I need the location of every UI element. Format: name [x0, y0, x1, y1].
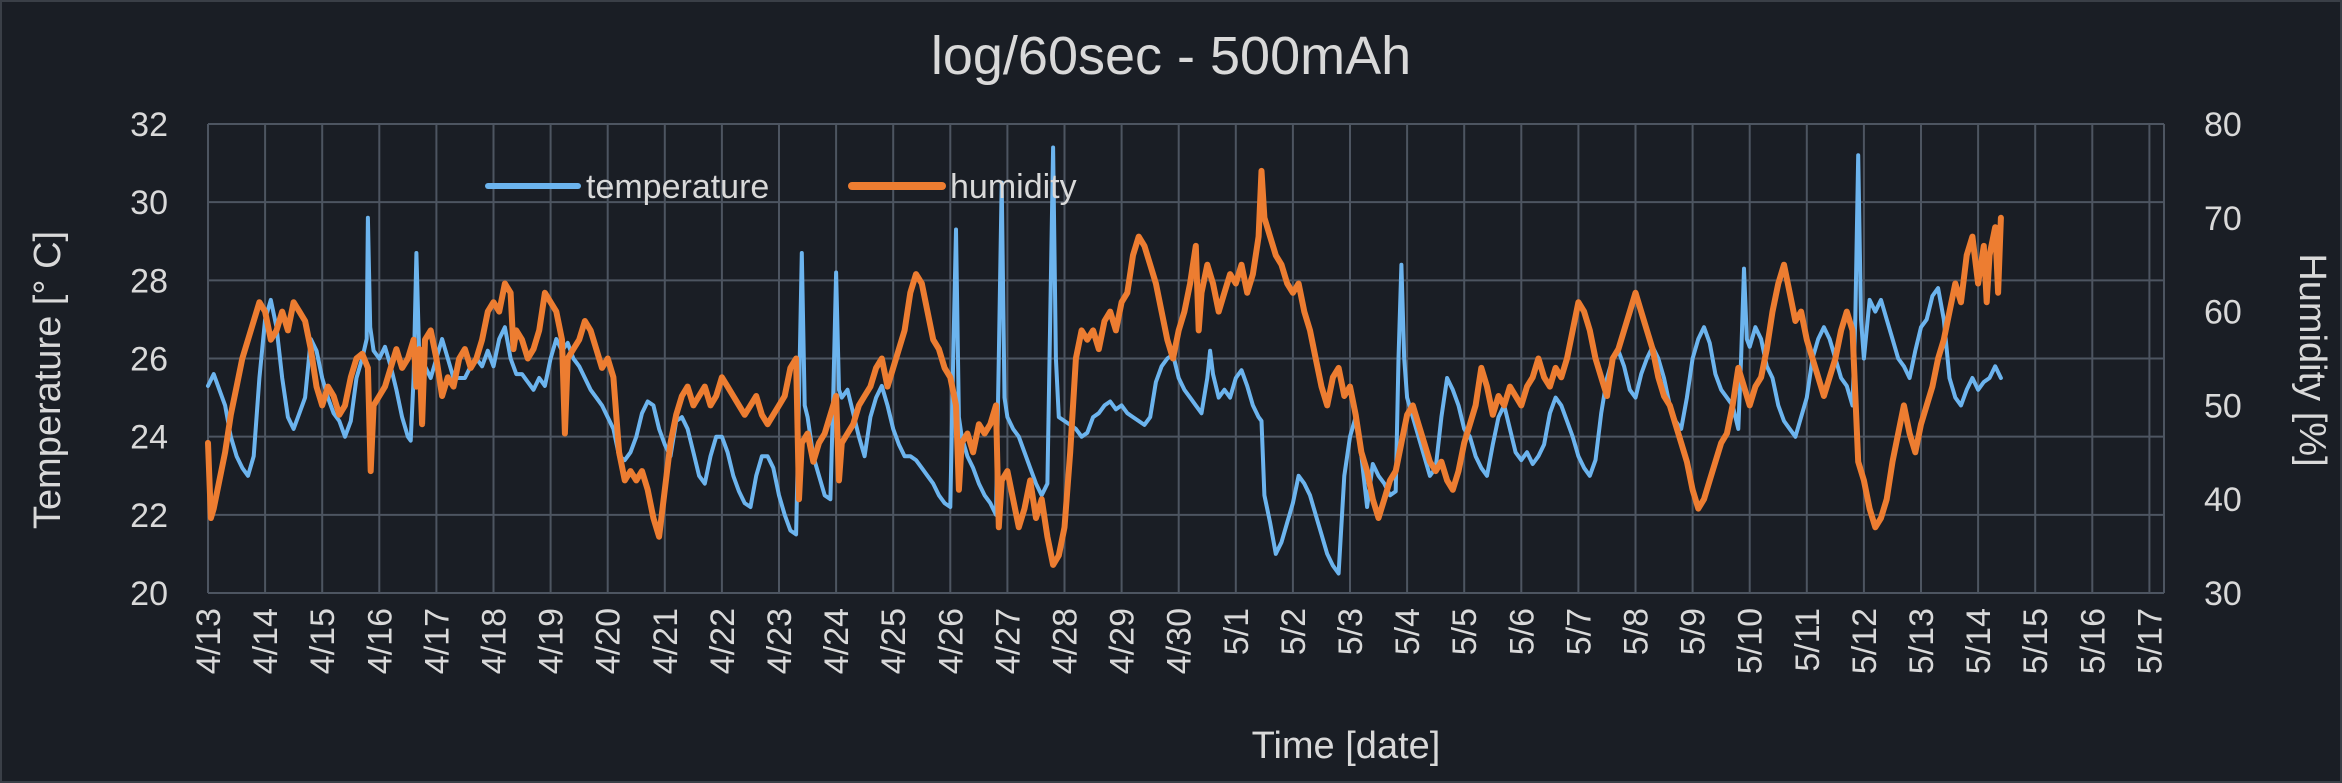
y-left-tick-label: 24	[130, 419, 168, 457]
x-tick-label: 4/21	[647, 608, 685, 674]
legend-label-temperature: temperature	[586, 168, 769, 206]
x-tick-label: 5/5	[1446, 608, 1484, 655]
x-tick-label: 4/27	[989, 608, 1027, 674]
y-right-tick-label: 80	[2204, 106, 2242, 144]
x-tick-label: 4/16	[361, 608, 399, 674]
x-tick-label: 4/28	[1047, 608, 1085, 674]
y-axis-right-ticks: 30 40 50 60 70 80	[2204, 106, 2242, 613]
series-lines	[205, 145, 2004, 576]
x-tick-label: 5/11	[1789, 608, 1827, 672]
x-tick-label: 5/12	[1846, 608, 1884, 674]
legend-label-humidity: humidity	[950, 168, 1077, 206]
x-tick-label: 5/15	[2017, 608, 2055, 674]
series-line-humidity	[205, 167, 2004, 568]
x-tick-label: 4/14	[247, 608, 285, 674]
x-tick-label: 5/1	[1218, 608, 1256, 655]
x-tick-label: 5/13	[1903, 608, 1941, 674]
x-tick-label: 5/4	[1389, 608, 1427, 655]
y-right-tick-label: 60	[2204, 294, 2242, 332]
x-tick-label: 4/23	[761, 608, 799, 674]
y-right-tick-label: 70	[2204, 200, 2242, 238]
x-axis-ticks: 4/13 4/14 4/15 4/16 4/17 4/18 4/19 4/20 4/21 4/22…	[190, 608, 2169, 674]
x-tick-label: 5/6	[1503, 608, 1541, 655]
x-tick-label: 4/20	[590, 608, 628, 674]
x-tick-label: 4/26	[932, 608, 970, 674]
y-axis-left-ticks: 20 22 24 26 28 30 32	[130, 106, 168, 613]
x-tick-label: 5/7	[1560, 608, 1598, 655]
x-tick-label: 4/18	[476, 608, 514, 674]
x-tick-label: 5/2	[1275, 608, 1313, 655]
series-line-temperature	[206, 145, 2003, 576]
x-tick-label: 5/17	[2131, 608, 2169, 674]
y-axis-left-title: Temperature [° C]	[27, 231, 69, 529]
x-tick-label: 4/24	[818, 608, 856, 674]
x-tick-label: 5/8	[1618, 608, 1656, 655]
y-left-tick-label: 30	[130, 184, 168, 222]
x-tick-label: 4/19	[533, 608, 571, 674]
chart-title: log/60sec - 500mAh	[931, 26, 1411, 86]
x-tick-label: 5/14	[1960, 608, 1998, 674]
x-tick-label: 5/10	[1732, 608, 1770, 674]
y-axis-right-title: Humidity [%]	[2291, 253, 2333, 466]
y-right-tick-label: 30	[2204, 575, 2242, 613]
x-tick-label: 4/17	[418, 608, 456, 674]
x-tick-label: 4/29	[1104, 608, 1142, 674]
y-left-tick-label: 32	[130, 106, 168, 144]
y-left-tick-label: 22	[130, 497, 168, 535]
legend: temperature humidity	[485, 168, 1077, 206]
y-left-tick-label: 28	[130, 262, 168, 300]
y-left-tick-label: 26	[130, 341, 168, 379]
x-tick-label: 4/25	[875, 608, 913, 674]
y-right-tick-label: 40	[2204, 481, 2242, 519]
y-left-tick-label: 20	[130, 575, 168, 613]
y-right-tick-label: 50	[2204, 387, 2242, 425]
x-tick-label: 5/9	[1675, 608, 1713, 655]
x-tick-label: 4/15	[304, 608, 342, 674]
x-tick-label: 5/16	[2074, 608, 2112, 674]
x-tick-label: 4/13	[190, 608, 228, 674]
x-tick-label: 4/22	[704, 608, 742, 674]
x-axis-title: Time [date]	[1252, 725, 1441, 767]
x-tick-label: 4/30	[1161, 608, 1199, 674]
x-tick-label: 5/3	[1332, 608, 1370, 655]
